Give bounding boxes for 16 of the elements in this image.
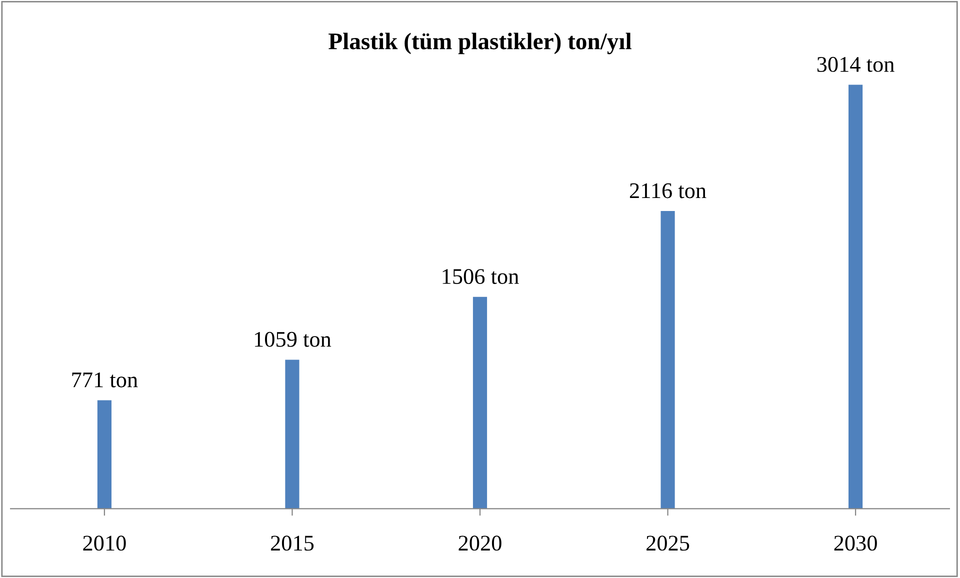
data-label: 1059 ton [254,332,332,347]
bar [660,211,675,509]
data-label: 2116 ton [630,183,706,198]
chart-title: Plastik (tüm plastikler) ton/yıl [328,32,632,54]
x-tick-label: 2030 [834,536,877,551]
x-tick-label: 2025 [646,536,690,551]
bar [848,84,863,509]
data-label: 3014 ton [817,56,894,72]
data-label: 1506 ton [442,269,519,284]
x-tick-label: 2015 [270,536,314,551]
bar [97,400,112,509]
x-tick-label: 2010 [83,536,126,551]
x-tick-label: 2020 [458,536,502,551]
bar [472,296,488,509]
data-label: 771 ton [72,372,138,388]
bar [285,360,300,509]
